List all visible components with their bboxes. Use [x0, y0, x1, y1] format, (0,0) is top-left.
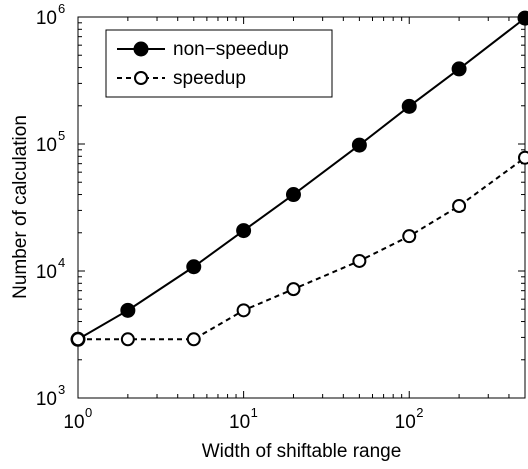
y-axis-label: Number of calculation — [10, 115, 31, 299]
series-line-speedup — [78, 156, 526, 341]
legend-marker-non-speedup — [133, 41, 149, 57]
y-tick-label: 10 — [36, 8, 57, 29]
data-point-non-speedup — [186, 259, 202, 275]
legend: non−speedup speedup — [105, 29, 333, 98]
legend-label-speedup: speedup — [173, 68, 246, 89]
data-point-speedup — [120, 332, 135, 347]
x-tick-label: 10 — [63, 412, 84, 433]
y-tick-label-exponent: 4 — [58, 255, 65, 270]
x-tick-label: 10 — [229, 412, 250, 433]
y-tick-label: 10 — [36, 389, 57, 410]
y-tick-label-exponent: 6 — [58, 1, 65, 16]
x-tick-label: 10 — [395, 412, 416, 433]
data-point-speedup — [452, 198, 467, 213]
y-tick-label: 10 — [36, 135, 57, 156]
legend-marker-speedup — [134, 71, 148, 85]
data-point-non-speedup — [285, 187, 301, 203]
y-tick-label-exponent: 5 — [58, 128, 65, 143]
data-point-speedup — [71, 332, 85, 347]
data-point-non-speedup — [451, 61, 467, 77]
data-point-speedup — [236, 303, 251, 318]
data-point-speedup — [186, 332, 201, 347]
data-point-non-speedup — [236, 223, 252, 239]
legend-label-non-speedup: non−speedup — [173, 39, 289, 60]
x-tick-label-exponent: 2 — [416, 405, 423, 420]
y-tick-label: 10 — [36, 262, 57, 283]
x-tick-label-exponent: 1 — [251, 405, 258, 420]
plot-frame — [77, 16, 526, 399]
data-point-speedup — [352, 253, 367, 268]
data-point-non-speedup — [120, 302, 136, 318]
data-point-non-speedup — [401, 98, 417, 114]
data-point-speedup — [402, 229, 417, 244]
data-point-non-speedup — [351, 137, 367, 153]
y-tick-label-exponent: 3 — [58, 382, 65, 397]
x-tick-label-exponent: 0 — [85, 405, 92, 420]
x-axis-label: Width of shiftable range — [202, 441, 402, 462]
data-point-non-speedup — [517, 10, 528, 26]
data-point-speedup — [518, 150, 528, 165]
series-layer — [70, 10, 528, 347]
data-point-speedup — [286, 282, 301, 297]
legend-box — [105, 29, 333, 98]
